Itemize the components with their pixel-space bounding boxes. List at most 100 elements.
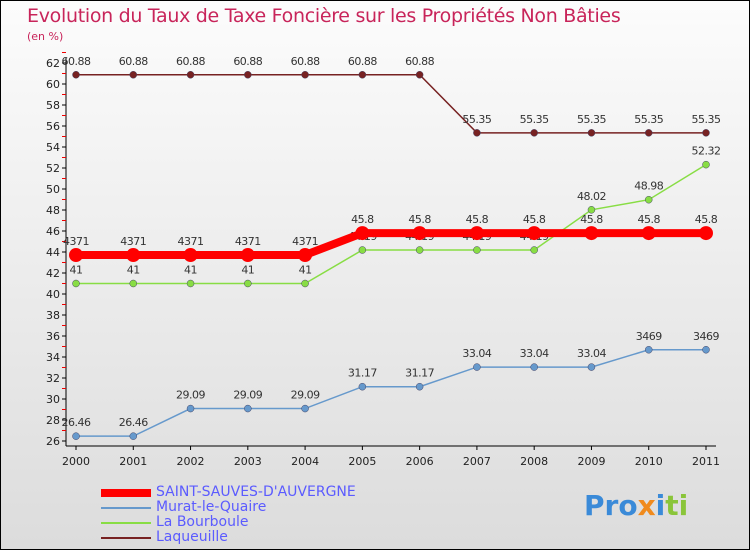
data-label: 29.09	[176, 389, 205, 402]
data-point	[358, 71, 367, 79]
series-line-3	[76, 74, 706, 134]
legend-label: Laqueuille	[156, 529, 228, 545]
x-tick-label: 2010	[635, 455, 663, 468]
legend-item: Murat-le-Quaire	[101, 500, 356, 515]
data-point	[644, 346, 653, 354]
data-point	[183, 248, 198, 263]
y-tick-label: 46	[46, 225, 60, 238]
data-point	[644, 129, 653, 137]
data-point	[702, 160, 710, 169]
data-label: 55.35	[462, 113, 491, 126]
legend-label: SAINT-SAUVES-D'AUVERGNE	[156, 484, 356, 500]
data-point	[473, 363, 481, 371]
legend: SAINT-SAUVES-D'AUVERGNE Murat-le-Quaire La…	[101, 485, 356, 545]
data-point	[301, 71, 309, 79]
data-label: 26.46	[119, 416, 148, 429]
data-label: 52.32	[692, 145, 721, 158]
series-line-1	[76, 349, 706, 437]
data-label: 29.09	[291, 389, 320, 402]
data-point	[129, 71, 138, 79]
y-tick-label: 34	[46, 351, 60, 364]
data-point	[244, 71, 252, 79]
data-point	[126, 248, 141, 263]
data-label: 55.35	[692, 113, 721, 126]
data-label: 48.98	[634, 180, 663, 193]
x-tick-label: 2005	[348, 455, 376, 468]
data-label: 26.46	[62, 416, 91, 429]
data-point	[415, 382, 424, 391]
data-point	[587, 129, 596, 137]
data-point	[72, 279, 80, 288]
y-tick-label: 40	[46, 288, 60, 301]
data-label: 60.88	[291, 55, 320, 68]
data-label: 45.8	[408, 213, 431, 226]
y-tick-label: 32	[46, 372, 60, 385]
legend-swatch	[101, 521, 151, 524]
y-tick-label: 60	[46, 78, 60, 91]
data-label: 60.88	[62, 55, 91, 68]
data-label: 45.8	[466, 213, 489, 226]
data-point	[587, 363, 596, 371]
data-label: 31.17	[405, 367, 434, 380]
data-label: 60.88	[405, 55, 434, 68]
series-line-2	[76, 164, 707, 285]
data-point	[129, 279, 138, 288]
data-point	[355, 226, 370, 241]
data-label: 60.88	[348, 55, 377, 68]
y-tick-label: 58	[46, 99, 60, 112]
data-label: 41	[184, 264, 197, 277]
data-point	[129, 432, 138, 440]
data-label: 48.02	[577, 190, 606, 203]
y-tick-label: 54	[46, 141, 60, 154]
chart-subtitle: (en %)	[27, 30, 64, 43]
data-point	[186, 71, 195, 79]
data-point	[530, 246, 538, 254]
y-tick-label: 44	[46, 246, 60, 259]
data-label: 41	[127, 264, 140, 277]
x-tick-label: 2011	[692, 455, 720, 468]
data-point	[699, 226, 713, 241]
y-tick-label: 38	[46, 309, 60, 322]
y-tick-label: 36	[46, 330, 60, 343]
data-label: 55.35	[577, 113, 606, 126]
data-label: 4371	[235, 235, 261, 248]
x-tick-label: 2000	[62, 455, 90, 468]
data-label: 31.17	[348, 367, 377, 380]
x-tick-label: 2003	[234, 455, 262, 468]
data-point	[301, 404, 309, 413]
data-label: 33.04	[462, 347, 491, 360]
x-tick-label: 2002	[177, 455, 205, 468]
x-tick-label: 2008	[520, 455, 548, 468]
data-point	[473, 129, 481, 137]
data-label: 3469	[693, 330, 719, 343]
data-point	[244, 404, 252, 413]
data-label: 41	[70, 264, 83, 277]
data-label: 55.35	[520, 113, 549, 126]
data-label: 4371	[120, 235, 146, 248]
legend-label: Murat-le-Quaire	[156, 499, 267, 515]
data-point	[358, 382, 367, 391]
data-label: 4371	[292, 235, 318, 248]
data-point	[72, 432, 80, 440]
x-tick-label: 2006	[406, 455, 434, 468]
y-tick-label: 62	[46, 57, 60, 70]
legend-swatch	[101, 506, 151, 509]
data-point	[415, 71, 424, 79]
data-label: 4371	[178, 235, 204, 248]
y-tick-label: 50	[46, 183, 60, 196]
data-point	[702, 346, 710, 354]
legend-item: La Bourboule	[101, 515, 356, 530]
x-tick-label: 2004	[291, 455, 319, 468]
data-label: 4371	[63, 235, 89, 248]
data-point	[584, 226, 599, 241]
legend-swatch	[101, 488, 151, 497]
data-point	[415, 246, 424, 254]
data-label: 60.88	[119, 55, 148, 68]
data-label: 41	[241, 264, 254, 277]
data-label: 29.09	[233, 389, 262, 402]
data-label: 55.35	[634, 113, 663, 126]
data-label: 60.88	[176, 55, 205, 68]
data-point	[301, 279, 309, 288]
